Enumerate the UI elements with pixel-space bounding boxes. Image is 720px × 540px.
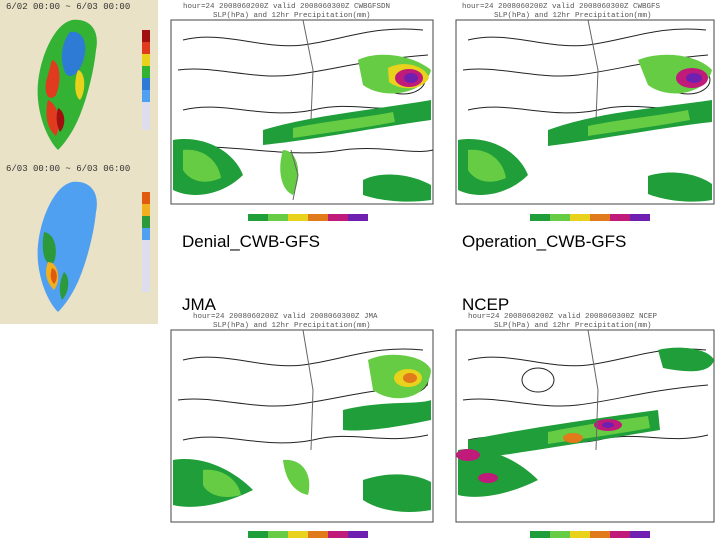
model-map-ncep: hour=24 2008060200Z valid 2008060300Z NC… [448, 310, 720, 540]
precip-contour-map: hour=24 2008060200Z valid 2008060300Z CW… [448, 0, 720, 222]
svg-text:hour=24 2008060200Z valid 2008: hour=24 2008060200Z valid 2008060300Z NC… [468, 313, 658, 321]
taiwan-rainfall-2 [0, 162, 158, 324]
svg-text:SLP(hPa) and 12hr Precipitatio: SLP(hPa) and 12hr Precipitation(mm) [494, 12, 652, 20]
observed-rainfall-map-1: 6/02 00:00 ~ 6/03 00:00 [0, 0, 158, 162]
model-map-denial-cwb-gfs: hour=24 2008060200Z valid 2008060300Z CW… [163, 0, 443, 222]
svg-text:hour=24 2008060200Z valid 2008: hour=24 2008060200Z valid 2008060300Z JM… [193, 313, 378, 321]
rain-period: 6/02 00:00 ~ 6/03 00:00 [6, 2, 131, 12]
svg-text:SLP(hPa) and 12hr Precipitatio: SLP(hPa) and 12hr Precipitation(mm) [494, 322, 652, 330]
model-label-denial-cwb-gfs: Denial_CWB-GFS [182, 232, 320, 251]
model-label-operation-cwb-gfs: Operation_CWB-GFS [462, 232, 627, 251]
precip-contour-map: hour=24 2008060200Z valid 2008060300Z CW… [163, 0, 443, 222]
model-label-ncep: NCEP [462, 295, 510, 314]
model-label-jma: JMA [182, 295, 216, 314]
svg-text:SLP(hPa) and 12hr Precipitatio: SLP(hPa) and 12hr Precipitation(mm) [213, 322, 371, 330]
observed-rainfall-map-2: 6/03 00:00 ~ 6/03 06:00 [0, 162, 158, 324]
precip-contour-map: hour=24 2008060200Z valid 2008060300Z NC… [448, 310, 720, 540]
rain-period: 6/03 00:00 ~ 6/03 06:00 [6, 164, 131, 174]
precip-contour-map: hour=24 2008060200Z valid 2008060300Z JM… [163, 310, 443, 540]
svg-text:hour=24 2008060200Z valid 2008: hour=24 2008060200Z valid 2008060300Z CW… [462, 3, 661, 11]
taiwan-rainfall-1 [0, 0, 158, 162]
model-map-operation-cwb-gfs: hour=24 2008060200Z valid 2008060300Z CW… [448, 0, 720, 222]
model-map-jma: hour=24 2008060200Z valid 2008060300Z JM… [163, 310, 443, 540]
svg-text:hour=24 2008060200Z valid 2008: hour=24 2008060200Z valid 2008060300Z CW… [183, 3, 390, 11]
svg-text:SLP(hPa) and 12hr Precipitatio: SLP(hPa) and 12hr Precipitation(mm) [213, 12, 371, 20]
